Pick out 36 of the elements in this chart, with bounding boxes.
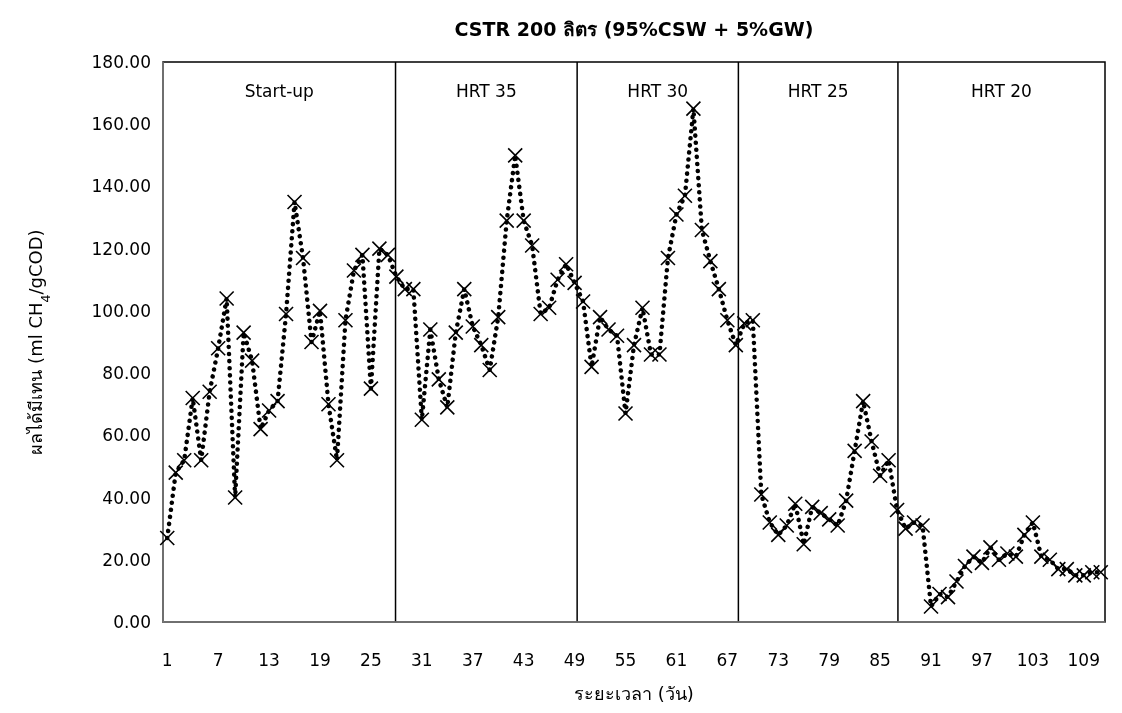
x-tick-label: 7 (212, 650, 224, 670)
y-tick-label: 140.00 (91, 176, 151, 197)
y-tick-label: 120.00 (91, 238, 151, 259)
x-tick-label: 67 (716, 650, 739, 670)
y-tick-label: 40.00 (102, 487, 151, 508)
y-tick-label: 0.00 (113, 612, 151, 632)
x-tick-label: 85 (869, 650, 891, 670)
x-tick-label: 103 (1016, 650, 1050, 670)
y-tick-label: 100.00 (91, 300, 151, 321)
x-tick-label: 19 (309, 650, 331, 670)
chart-title: CSTR 200 ลิตร (95%CSW + 5%GW) (454, 18, 814, 40)
x-tick-label: 55 (614, 650, 637, 670)
annotation: HRT 30 (627, 81, 689, 101)
annotation: HRT 35 (455, 81, 517, 101)
y-tick-label: 20.00 (102, 549, 151, 570)
y-tick-label: 60.00 (102, 425, 151, 446)
y-tick-label: 160.00 (91, 114, 151, 135)
annotation: HRT 20 (971, 81, 1032, 101)
annotation: HRT 25 (787, 81, 849, 101)
annotation: Start-up (244, 81, 314, 101)
x-tick-label: 97 (971, 650, 993, 670)
x-tick-label: 31 (411, 650, 433, 670)
x-tick-label: 61 (665, 650, 688, 670)
x-tick-label: 1 (161, 650, 173, 670)
x-tick-label: 13 (258, 650, 280, 670)
x-tick-label: 37 (461, 650, 484, 670)
x-tick-label: 91 (920, 650, 942, 670)
x-tick-label: 73 (767, 650, 790, 670)
x-tick-label: 79 (818, 650, 841, 670)
x-tick-label: 109 (1067, 650, 1101, 670)
x-tick-label: 49 (563, 650, 586, 670)
y-tick-label: 80.00 (102, 363, 151, 384)
x-tick-label: 43 (512, 650, 535, 670)
x-tick-label: 25 (360, 650, 382, 670)
x-axis-title: ระยะเวลา (วัน) (574, 683, 694, 704)
y-tick-label: 180.00 (91, 52, 151, 72)
